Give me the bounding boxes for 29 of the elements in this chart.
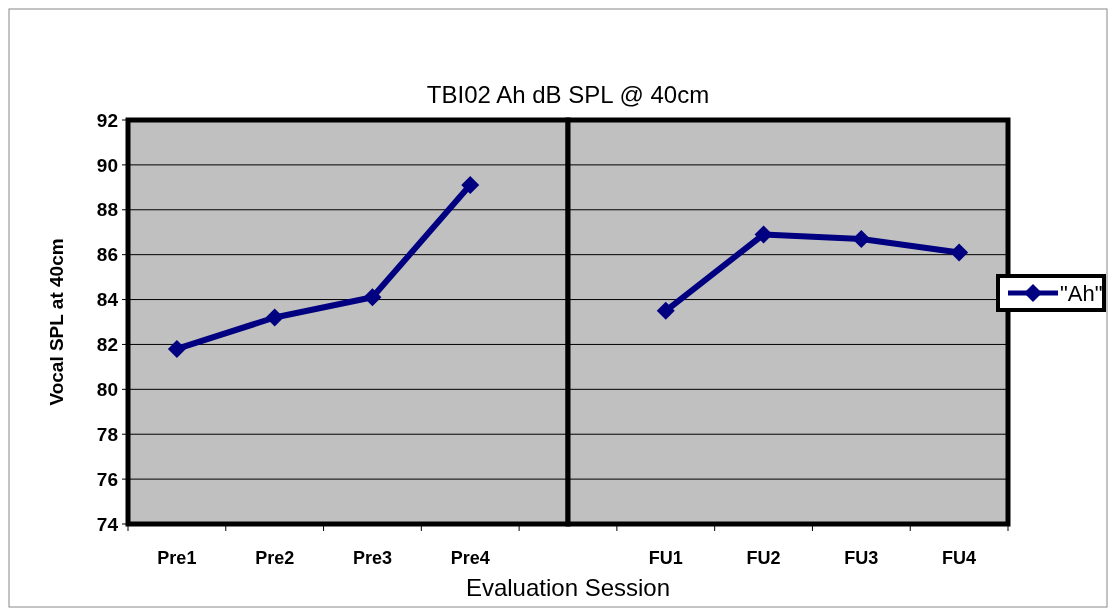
- point: [950, 243, 969, 262]
- y-tick-label: 80: [96, 378, 118, 400]
- y-tick-label: 84: [96, 289, 119, 311]
- x-tick-label: FU1: [648, 548, 683, 568]
- point: [852, 229, 871, 248]
- y-tick-label: 90: [96, 154, 118, 176]
- x-tick-label: FU3: [844, 548, 879, 568]
- y-tick-label: 82: [96, 334, 118, 356]
- legend-label: "Ah": [1060, 280, 1103, 306]
- y-tick-label: 74: [96, 513, 119, 535]
- y-tick-label: 88: [96, 199, 118, 221]
- y-axis-title: Vocal SPL at 40cm: [46, 238, 67, 406]
- y-tick-label: 76: [96, 468, 118, 490]
- x-tick-label: Pre3: [352, 548, 392, 568]
- x-tick-label: Pre2: [255, 548, 295, 568]
- x-axis-title: Evaluation Session: [465, 574, 671, 601]
- chart-title: TBI02 Ah dB SPL @ 40cm: [426, 81, 710, 108]
- point: [363, 288, 382, 307]
- point: [461, 176, 480, 195]
- x-tick-label: Pre4: [450, 548, 490, 568]
- y-tick-label: 78: [96, 423, 118, 445]
- x-tick-label: FU2: [746, 548, 781, 568]
- x-tick-label: Pre1: [157, 548, 197, 568]
- y-tick-label: 92: [96, 109, 118, 131]
- y-tick-label: 86: [96, 244, 118, 266]
- point: [265, 308, 284, 327]
- point: [167, 339, 186, 358]
- point: [656, 301, 675, 320]
- x-tick-label: FU4: [942, 548, 977, 568]
